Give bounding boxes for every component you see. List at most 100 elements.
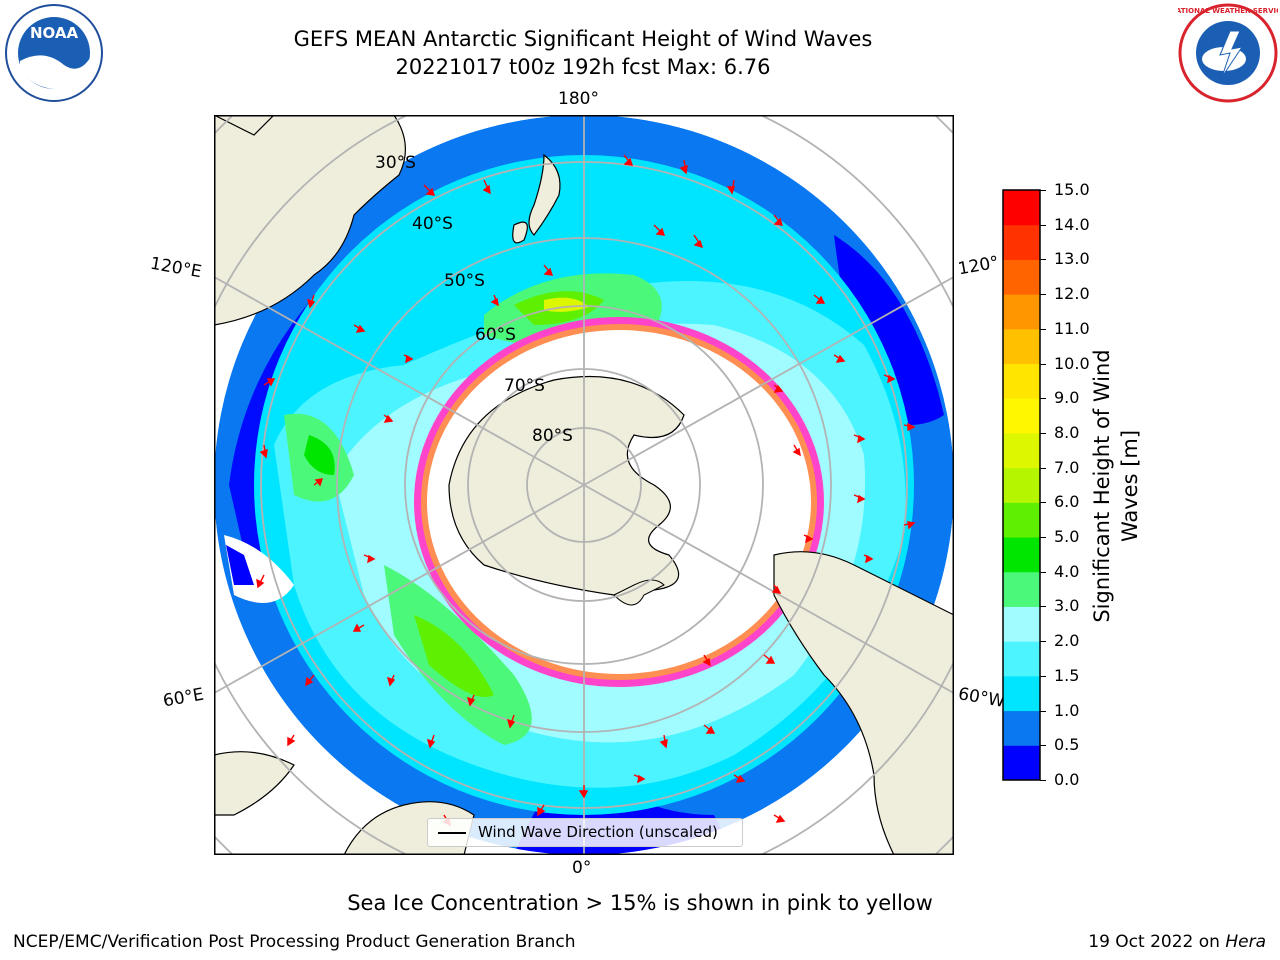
colorbar-tick-label: 5.0 (1054, 527, 1080, 547)
colorbar-title: Significant Height of Wind Waves [m] (1088, 349, 1144, 622)
lon-label-120e: 120°E (148, 253, 204, 283)
wave-direction-arrow (256, 574, 265, 589)
wave-direction-arrow (653, 224, 666, 236)
colorbar-segment (1003, 363, 1040, 399)
footer-date: 19 Oct 2022 on Hera (1088, 932, 1266, 952)
wave-direction-arrow (773, 814, 786, 823)
colorbar-tick-mark (1040, 710, 1046, 712)
colorbar-tick-mark (1040, 641, 1046, 643)
colorbar-segment (1003, 745, 1040, 781)
colorbar-tick-label: 7.0 (1054, 457, 1080, 477)
colorbar-tick-label: 15.0 (1054, 180, 1090, 199)
colorbar-segment (1003, 467, 1040, 503)
lon-label-0: 0° (572, 858, 592, 878)
colorbar-tick-mark (1040, 571, 1046, 573)
legend-label: Wind Wave Direction (unscaled) (478, 823, 718, 841)
colorbar-tick-mark (1040, 745, 1046, 747)
land-masses (214, 115, 954, 855)
lon-label-120w: 120° (956, 252, 1001, 280)
polar-map: 30°S 40°S 50°S 60°S 70°S 80°S (214, 115, 954, 855)
colorbar-segment (1003, 571, 1040, 607)
wave-direction-arrow (313, 478, 324, 487)
wave-direction-arrow (903, 422, 916, 432)
antarctica (414, 317, 824, 687)
wave-direction-arrow (733, 774, 746, 783)
latitude-labels: 30°S 40°S 50°S 60°S 70°S 80°S (375, 153, 573, 446)
lat-label-40s: 40°S (412, 214, 453, 234)
colorbar-tick-mark (1040, 224, 1046, 226)
colorbar-segment (1003, 224, 1040, 260)
colorbar-tick-mark (1040, 363, 1046, 365)
colorbar (1002, 189, 1041, 781)
wave-direction-arrow (287, 734, 296, 747)
chart-title: GEFS MEAN Antarctic Significant Height o… (293, 27, 873, 51)
colorbar-segment (1003, 432, 1040, 469)
colorbar-tick-label: 8.0 (1054, 422, 1080, 442)
colorbar-tick-label: 0.5 (1054, 735, 1080, 755)
lon-label-60w: 60°W (956, 684, 1007, 712)
wave-direction-arrow (506, 714, 516, 729)
colorbar-tick-mark (1040, 259, 1046, 261)
footer-host: Hera (1225, 932, 1266, 952)
wave-direction-arrow (693, 234, 704, 249)
colorbar-tick-label: 13.0 (1054, 249, 1090, 269)
wave-direction-arrow (773, 214, 784, 226)
wave-direction-arrow (537, 804, 546, 817)
wave-direction-arrow (482, 179, 491, 195)
wave-direction-arrow (726, 179, 735, 195)
wave-direction-arrow (386, 674, 396, 687)
wave-direction-arrow (578, 785, 589, 799)
colorbar-segment (1003, 606, 1040, 642)
colorbar-segment (1003, 641, 1040, 677)
wave-direction-arrow (702, 654, 711, 667)
colorbar-tick-mark (1040, 432, 1046, 434)
colorbar-segment (1003, 675, 1040, 712)
colorbar-segment (1003, 502, 1040, 538)
colorbar-tick-label: 14.0 (1054, 214, 1090, 234)
wave-direction-arrow (659, 734, 668, 749)
colorbar-tick-mark (1040, 328, 1046, 330)
wave-direction-arrow (813, 294, 826, 304)
colorbar-segment (1003, 190, 1040, 226)
wave-direction-arrow (853, 434, 866, 444)
colorbar-tick-label: 1.0 (1054, 700, 1080, 720)
colorbar-segment (1003, 328, 1040, 365)
wave-direction-arrow (352, 623, 365, 632)
colorbar-tick-label: 11.0 (1054, 318, 1090, 338)
wave-direction-arrow (383, 414, 394, 423)
wave-direction-arrow (903, 521, 916, 530)
colorbar-tick-mark (1040, 398, 1046, 400)
wave-direction-arrow (403, 354, 414, 364)
lat-label-80s: 80°S (532, 426, 573, 446)
colorbar-segment (1003, 537, 1040, 573)
wave-direction-arrow (863, 554, 874, 564)
colorbar-segment (1003, 259, 1040, 295)
wave-direction-arrow (305, 674, 315, 687)
wave-direction-arrow (703, 724, 716, 734)
colorbar-tick-mark (1040, 467, 1046, 469)
footer-organization: NCEP/EMC/Verification Post Processing Pr… (13, 932, 576, 952)
wave-direction-arrow (773, 384, 784, 393)
wave-direction-arrow (763, 654, 776, 664)
colorbar-segment (1003, 398, 1040, 434)
wave-direction-arrow (426, 734, 436, 749)
colorbar-title-line2: Waves [m] (1118, 429, 1142, 543)
colorbar-tick-label: 6.0 (1054, 492, 1080, 512)
wave-direction-arrow (792, 444, 801, 457)
lat-label-60s: 60°S (475, 325, 516, 345)
colorbar-tick-label: 12.0 (1054, 284, 1090, 304)
colorbar-segment (1003, 294, 1040, 330)
lat-label-30s: 30°S (375, 153, 416, 173)
wave-direction-arrow (490, 294, 499, 307)
wave-direction-arrow (306, 294, 316, 309)
wave-direction-arrow (363, 554, 376, 564)
wave-direction-arrow (263, 378, 276, 387)
lat-label-70s: 70°S (504, 376, 545, 396)
colorbar-tick-mark (1040, 675, 1046, 677)
colorbar-tick-mark (1040, 294, 1046, 296)
noaa-logo-text: NOAA (30, 24, 79, 42)
colorbar-tick-label: 4.0 (1054, 561, 1080, 581)
wave-direction-arrow (466, 694, 476, 707)
wave-direction-arrow (623, 154, 634, 166)
wave-direction-arrow (833, 354, 846, 363)
